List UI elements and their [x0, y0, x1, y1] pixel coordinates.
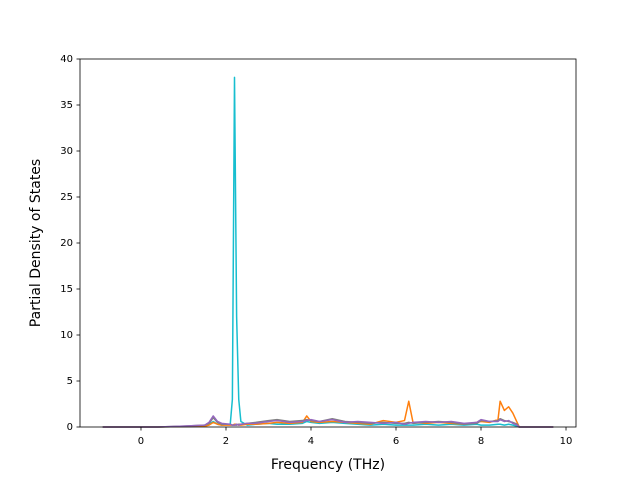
- y-tick-label: 30: [60, 146, 73, 157]
- y-axis-label: Partial Density of States: [28, 159, 44, 327]
- y-tick-label: 15: [60, 284, 73, 295]
- y-tick-label: 35: [60, 100, 73, 111]
- x-tick-label: 6: [393, 436, 399, 447]
- data-line: [102, 76, 554, 428]
- y-tick-label: 25: [60, 192, 73, 203]
- y-tick-label: 5: [67, 376, 73, 387]
- x-tick-label: 8: [478, 436, 484, 447]
- x-tick-label: 0: [138, 436, 144, 447]
- data-line: [102, 415, 554, 428]
- y-tick-label: 40: [60, 54, 73, 65]
- y-tick-label: 20: [60, 238, 73, 249]
- x-tick-label: 4: [308, 436, 314, 447]
- x-tick-label: 10: [560, 436, 573, 447]
- x-axis-label: Frequency (THz): [271, 457, 385, 473]
- x-tick-label: 2: [223, 436, 229, 447]
- y-tick-label: 10: [60, 330, 73, 341]
- plot-frame: [79, 58, 577, 428]
- y-tick-label: 0: [67, 422, 73, 433]
